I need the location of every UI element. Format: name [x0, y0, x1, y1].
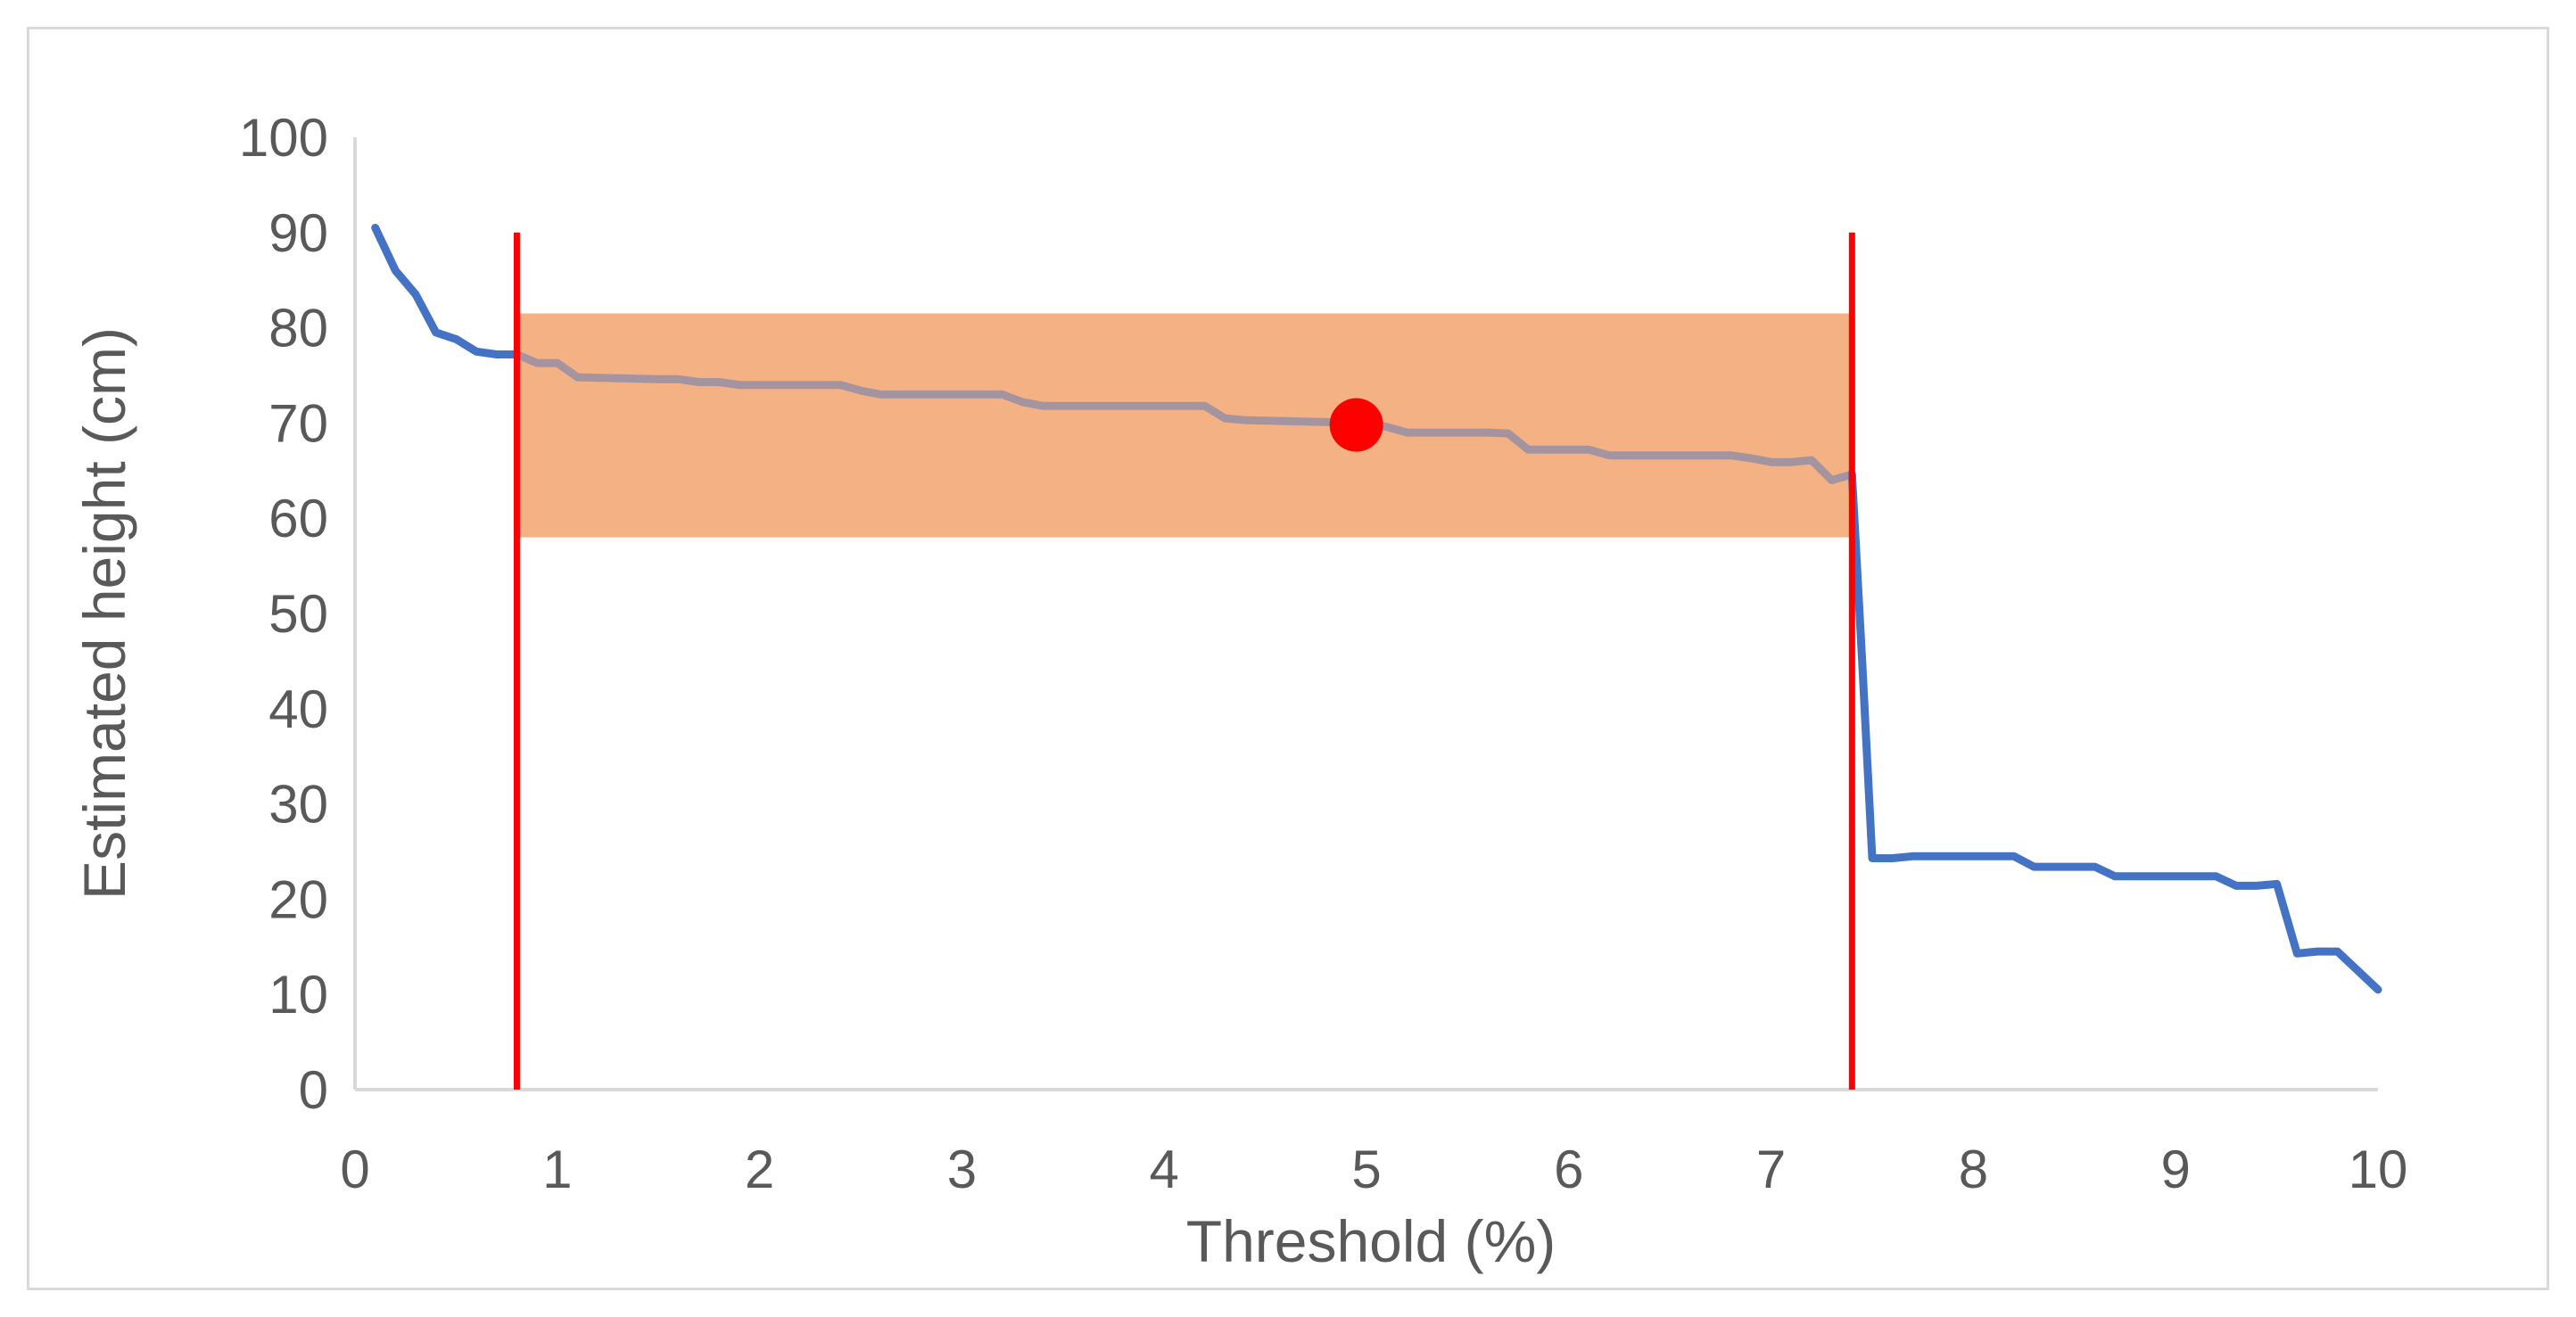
y-tick-labels: 0 10 20 30 40 50 60 70 80 90 100 — [239, 108, 328, 1120]
x-tick-label: 9 — [2161, 1140, 2191, 1199]
y-tick-label: 0 — [299, 1060, 328, 1120]
x-tick-label: 4 — [1150, 1140, 1179, 1199]
series-layer — [371, 224, 2382, 994]
axes — [353, 137, 2378, 1091]
y-tick-label: 60 — [268, 489, 328, 548]
x-tick-label: 1 — [542, 1140, 572, 1199]
y-tick-label: 40 — [268, 679, 328, 739]
x-tick-label: 8 — [1959, 1140, 1988, 1199]
y-tick-label: 10 — [268, 965, 328, 1025]
vertical-lines-layer — [513, 232, 1855, 1090]
y-tick-label: 30 — [268, 775, 328, 835]
y-axis-title: Estimated height (cm) — [71, 327, 137, 900]
y-tick-label: 90 — [268, 203, 328, 263]
y-tick-label: 50 — [268, 584, 328, 644]
band-overlay — [520, 313, 1849, 538]
x-tick-label: 2 — [745, 1140, 774, 1199]
x-tick-label: 3 — [947, 1140, 977, 1199]
y-tick-label: 80 — [268, 299, 328, 358]
x-tick-label: 7 — [1756, 1140, 1786, 1199]
chart-frame — [27, 27, 2549, 1290]
y-tick-label: 70 — [268, 393, 328, 453]
x-tick-labels: 0 1 2 3 4 5 6 7 8 9 10 — [340, 1140, 2407, 1199]
x-tick-label: 6 — [1554, 1140, 1583, 1199]
selected-point-marker — [1329, 398, 1383, 452]
x-tick-label: 10 — [2349, 1140, 2408, 1199]
y-tick-label: 100 — [239, 108, 328, 168]
marker-layer — [1329, 398, 1383, 452]
x-tick-label: 5 — [1351, 1140, 1381, 1199]
x-axis-title: Threshold (%) — [1186, 1208, 1556, 1274]
y-tick-label: 20 — [268, 869, 328, 929]
x-tick-label: 0 — [340, 1140, 369, 1199]
